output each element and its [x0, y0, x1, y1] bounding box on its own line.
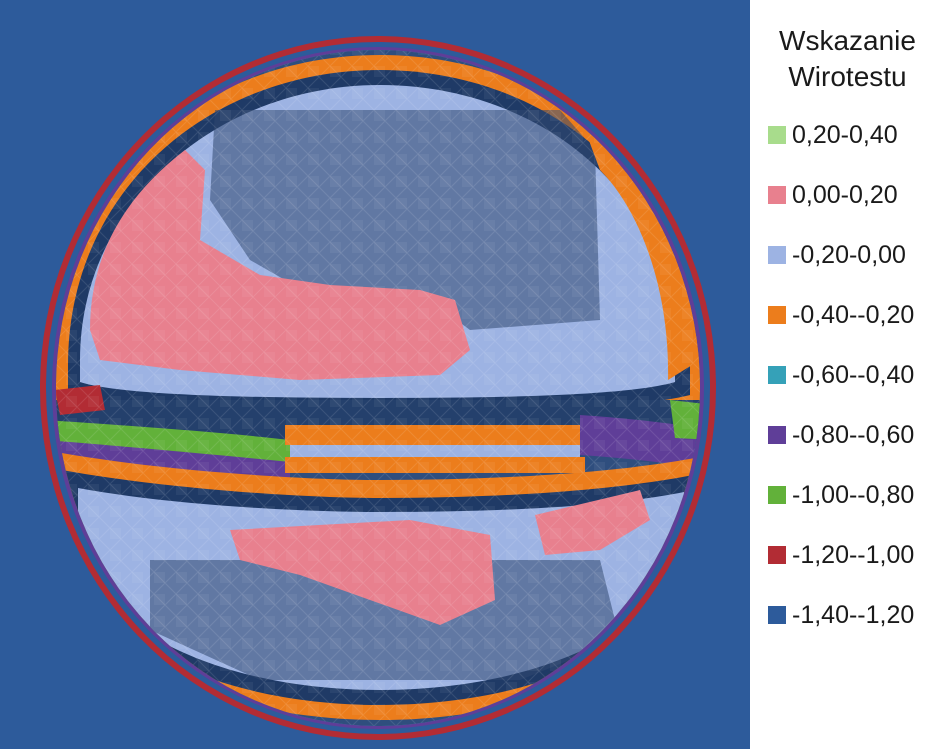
- legend-swatch: [768, 606, 786, 624]
- legend-swatch: [768, 126, 786, 144]
- legend-label: -0,80--0,60: [792, 420, 915, 449]
- legend-item: -0,40--0,20: [768, 300, 914, 330]
- legend-title-line-2: Wirotestu: [788, 61, 907, 92]
- legend-label: -0,40--0,20: [792, 300, 915, 329]
- legend-item: -0,20-0,00: [768, 240, 906, 270]
- legend-item: -1,40--1,20: [768, 600, 914, 630]
- legend-item: -1,20--1,00: [768, 540, 914, 570]
- legend-label: -0,20-0,00: [792, 240, 906, 269]
- legend-label: -1,00--0,80: [792, 480, 915, 509]
- legend-item: -0,80--0,60: [768, 420, 914, 450]
- legend-label: -1,40--1,20: [792, 600, 915, 629]
- legend-item: -0,60--0,40: [768, 360, 914, 390]
- legend-item: -1,00--0,80: [768, 480, 914, 510]
- legend-title-line-1: Wskazanie: [779, 25, 916, 56]
- heatmap-plot: [0, 0, 750, 749]
- legend-swatch: [768, 186, 786, 204]
- legend-swatch: [768, 246, 786, 264]
- legend-swatch: [768, 366, 786, 384]
- legend-label: -1,20--1,00: [792, 540, 915, 569]
- disc-interior: [56, 50, 700, 726]
- legend-label: -0,60--0,40: [792, 360, 915, 389]
- legend-swatch: [768, 546, 786, 564]
- heatmap-svg: [40, 36, 716, 740]
- legend-label: 0,20-0,40: [792, 120, 898, 149]
- legend-swatch: [768, 426, 786, 444]
- legend-item: 0,00-0,20: [768, 180, 898, 210]
- legend-item: 0,20-0,40: [768, 120, 898, 150]
- legend-swatch: [768, 486, 786, 504]
- mesh-texture: [56, 50, 700, 726]
- legend: Wskazanie Wirotestu 0,20-0,40 0,00-0,20 -0…: [750, 0, 945, 749]
- legend-label: 0,00-0,20: [792, 180, 898, 209]
- legend-swatch: [768, 306, 786, 324]
